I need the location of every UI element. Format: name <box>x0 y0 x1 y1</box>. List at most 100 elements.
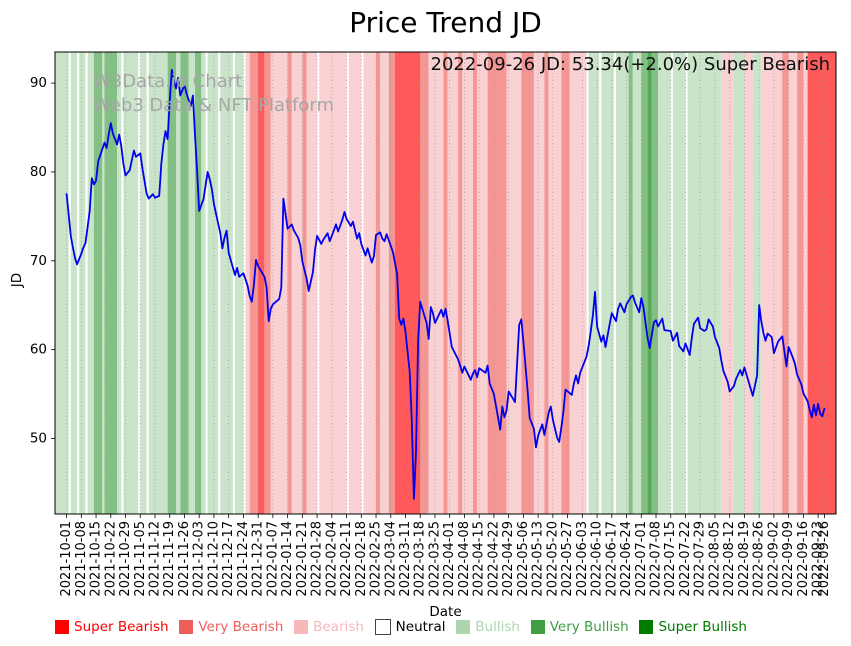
x-tick-label: 2022-08-12 <box>722 521 737 597</box>
x-tick-label: 2021-12-17 <box>221 521 236 597</box>
sentiment-band-bearish <box>363 52 376 514</box>
x-tick-label: 2022-04-08 <box>457 521 472 597</box>
x-tick-label: 2021-10-29 <box>118 521 133 597</box>
sentiment-band-bearish <box>533 52 545 514</box>
x-tick-label: 2021-12-03 <box>192 521 207 597</box>
x-tick-labels: 2021-10-01 2021-10-08 2021-10-15 2021-10-22… <box>59 521 832 597</box>
legend-swatch-very_bullish-icon <box>530 620 545 634</box>
y-tick-label: 80 <box>30 164 47 180</box>
latest-price-annotation: 2022-09-26 JD: 53.34(+2.0%) Super Bearis… <box>430 54 831 75</box>
sentiment-band-bullish <box>687 52 722 514</box>
watermark-line2: Web3 Data & NFT Platform <box>93 95 335 116</box>
y-tick-label: 50 <box>30 430 47 446</box>
sentiment-band-super_bearish <box>258 52 265 514</box>
x-tick-label: 2022-04-01 <box>442 521 457 597</box>
legend-swatch-bearish-icon <box>294 620 309 634</box>
x-tick-label: 2022-04-22 <box>486 521 501 597</box>
sentiment-band-bullish <box>588 52 600 514</box>
watermark: W3Data.io Chart Web3 Data & NFT Platform <box>93 70 334 118</box>
sentiment-band-bullish <box>672 52 686 514</box>
sentiment-band-bullish <box>235 52 244 514</box>
grid-lines <box>66 52 825 514</box>
x-tick-label: 2021-11-19 <box>162 521 177 597</box>
sentiment-band-very_bearish <box>782 52 789 514</box>
sentiment-band-very_bearish <box>388 52 395 514</box>
sentiment-band-very_bullish <box>93 52 103 514</box>
sentiment-band-very_bearish <box>302 52 307 514</box>
legend-swatch-super_bullish-icon <box>639 620 654 634</box>
sentiment-band-bullish <box>632 52 642 514</box>
sentiment-bands <box>55 52 836 514</box>
sentiment-band-very_bearish <box>561 52 570 514</box>
y-tick-label: 60 <box>30 342 47 358</box>
sentiment-band-very_bearish <box>287 52 292 514</box>
sentiment-band-bullish <box>87 52 94 514</box>
sentiment-band-bearish <box>319 52 347 514</box>
sentiment-band-bearish <box>477 52 488 514</box>
x-tick-label: 2022-09-02 <box>766 521 781 597</box>
x-tick-label: 2021-12-31 <box>251 521 266 597</box>
x-tick-label: 2022-02-04 <box>324 521 339 597</box>
x-tick-label: 2022-02-18 <box>354 521 369 597</box>
sentiment-band-very_bullish <box>167 52 176 514</box>
y-axis-label: JD <box>9 272 25 288</box>
sentiment-band-bullish <box>752 52 762 514</box>
x-tick-label: 2022-01-21 <box>295 521 310 597</box>
x-tick-label: 2022-07-08 <box>649 521 664 597</box>
sentiment-band-bearish <box>380 52 389 514</box>
x-tick-label: 2022-09-23 <box>811 521 826 597</box>
sentiment-band-bullish <box>55 52 69 514</box>
sentiment-band-bullish <box>102 52 105 514</box>
x-tick-label: 2021-10-08 <box>74 521 89 597</box>
sentiment-band-very_bearish <box>544 52 549 514</box>
x-tick-label: 2022-05-13 <box>531 521 546 597</box>
legend-swatch-neutral-icon <box>374 619 391 635</box>
legend-label-bullish: Bullish <box>475 619 520 635</box>
sentiment-band-bullish <box>616 52 629 514</box>
x-tick-label: 2022-03-25 <box>427 521 442 597</box>
sentiment-band-bearish <box>291 52 303 514</box>
sentiment-band-very_bullish <box>628 52 633 514</box>
sentiment-band-bearish <box>569 52 587 514</box>
x-tick-label: 2022-06-24 <box>619 521 634 597</box>
x-tick-label: 2022-04-15 <box>472 521 487 597</box>
x-tick-label: 2022-07-01 <box>634 521 649 597</box>
sentiment-band-bearish <box>306 52 318 514</box>
sentiment-band-bullish <box>140 52 147 514</box>
x-tick-label: 2021-10-22 <box>103 521 118 597</box>
sentiment-band-very_bearish <box>458 52 463 514</box>
x-tick-label: 2021-12-10 <box>206 521 221 597</box>
x-tick-label: 2022-03-11 <box>398 521 413 597</box>
x-tick-label: 2022-09-26 <box>817 521 832 597</box>
x-axis-label: Date <box>429 604 462 620</box>
sentiment-band-bullish <box>188 52 195 514</box>
x-tick-label: 2022-09-09 <box>781 521 796 597</box>
sentiment-band-bearish <box>803 52 808 514</box>
sentiment-band-bearish <box>548 52 562 514</box>
sentiment-band-bullish <box>148 52 168 514</box>
sentiment-legend: Super Bearish Very Bearish Bearish Neutral B… <box>55 619 747 635</box>
sentiment-band-bullish <box>123 52 139 514</box>
x-tick-label: 2021-10-01 <box>59 521 74 597</box>
sentiment-band-very_bearish <box>376 52 381 514</box>
sentiment-band-bearish <box>428 52 444 514</box>
sentiment-band-bearish <box>761 52 783 514</box>
sentiment-band-bullish <box>79 52 86 514</box>
sentiment-band-very_bearish <box>264 52 271 514</box>
x-tick-label: 2021-10-15 <box>89 521 104 597</box>
legend-item-bearish: Bearish <box>294 619 364 635</box>
y-tick-labels: 50 60 70 80 90 <box>30 75 47 446</box>
sentiment-band-bearish <box>462 52 473 514</box>
sentiment-band-bearish <box>744 52 753 514</box>
sentiment-band-super_bullish <box>647 52 652 514</box>
legend-label-super_bullish: Super Bullish <box>658 619 747 635</box>
sentiment-band-very_bullish <box>195 52 202 514</box>
sentiment-band-bullish <box>117 52 122 514</box>
x-tick-label: 2022-08-19 <box>737 521 752 597</box>
x-tick-label: 2021-12-24 <box>236 521 251 597</box>
x-tick-label: 2022-09-16 <box>796 521 811 597</box>
sentiment-band-very_bearish <box>472 52 478 514</box>
sentiment-band-very_bullish <box>651 52 659 514</box>
sentiment-band-bearish <box>788 52 797 514</box>
